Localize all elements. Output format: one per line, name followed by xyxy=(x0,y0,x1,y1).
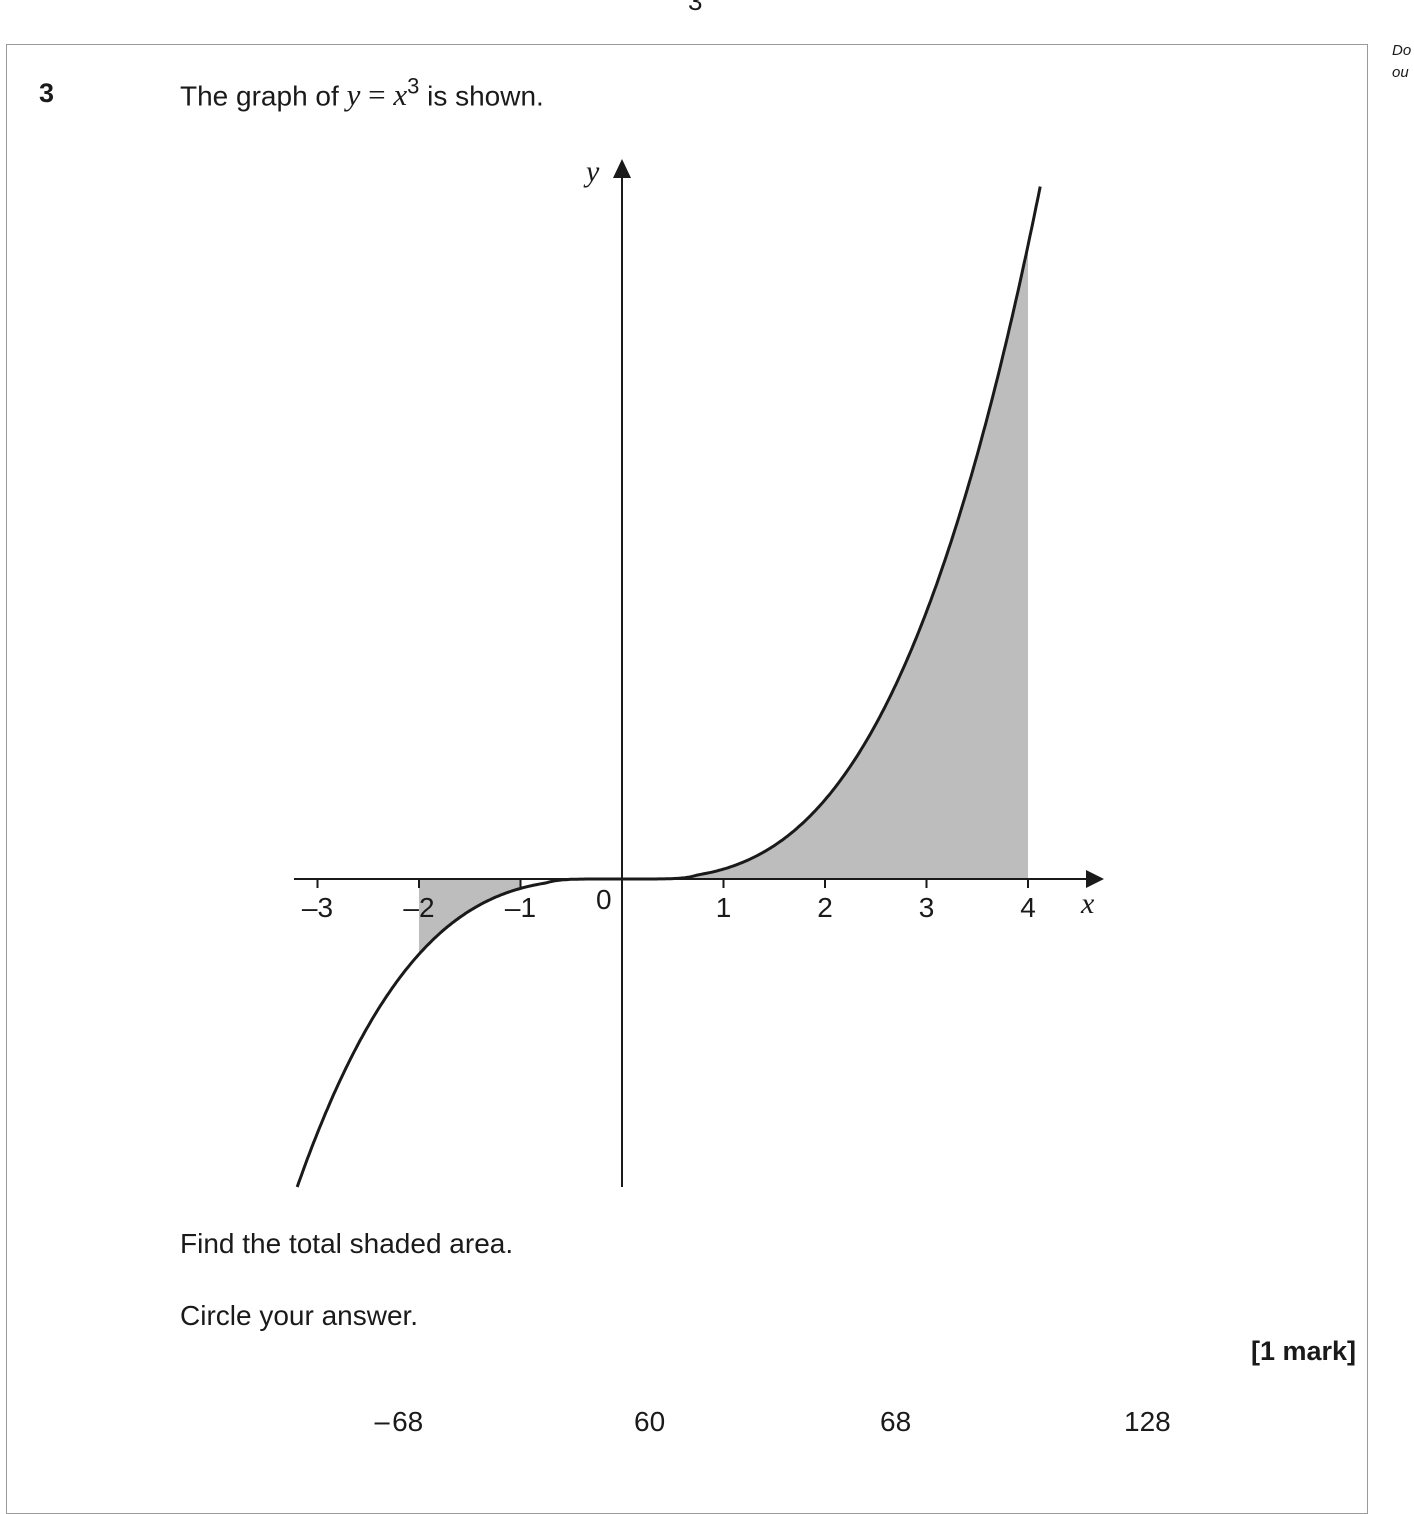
intro-before-text: The graph of xyxy=(180,80,347,112)
x-tick-label: –3 xyxy=(302,892,333,923)
axes: x y 0 xyxy=(294,155,1104,1187)
answer-option-3[interactable]: 68 xyxy=(880,1406,911,1438)
cubic-curve xyxy=(295,186,1042,1188)
prompt-circle-answer: Circle your answer. xyxy=(180,1300,419,1331)
option-2-value: 60 xyxy=(634,1406,666,1437)
option-1-sign: − xyxy=(372,1409,393,1437)
prompt-find-area: Find the total shaded area. xyxy=(180,1228,514,1259)
x-axis-label: x xyxy=(1080,887,1095,920)
answer-option-1[interactable]: −68 xyxy=(372,1406,423,1438)
question-number: 3 xyxy=(39,78,55,108)
page-number: 3 xyxy=(688,0,703,16)
x-axis-arrow xyxy=(1086,870,1104,888)
equation: y = x3 xyxy=(346,74,420,113)
shaded-regions xyxy=(419,245,1028,955)
y-axis-arrow xyxy=(613,159,631,178)
equation-equals: = xyxy=(360,77,394,113)
x-tick-label: 4 xyxy=(1020,892,1036,923)
equation-exponent: 3 xyxy=(407,74,420,99)
x-ticks: –3 –2 –1 1 2 3 4 xyxy=(302,879,1036,923)
y-axis-label: y xyxy=(583,155,600,188)
option-1-value: 68 xyxy=(392,1406,424,1437)
intro-after-text: is shown. xyxy=(427,80,544,112)
option-3-value: 68 xyxy=(880,1406,912,1437)
equation-lhs: y xyxy=(346,77,361,113)
shaded-region-2 xyxy=(622,245,1028,879)
x-tick-label: –2 xyxy=(403,892,434,923)
x-tick-label: 3 xyxy=(919,892,935,923)
origin-label: 0 xyxy=(596,884,612,915)
shaded-region-1 xyxy=(419,879,521,955)
x-tick-label: 2 xyxy=(817,892,833,923)
x-tick-label: 1 xyxy=(716,892,732,923)
equation-base: x xyxy=(393,77,408,113)
x-tick-label: –1 xyxy=(505,892,536,923)
margin-note: Do ou xyxy=(1392,42,1412,81)
question-intro: The graph of y = x3 is shown. xyxy=(180,74,544,113)
answer-option-4[interactable]: 128 xyxy=(1124,1406,1171,1438)
answer-option-2[interactable]: 60 xyxy=(634,1406,665,1438)
marks-label: [1 mark] xyxy=(1250,1336,1356,1366)
option-4-value: 128 xyxy=(1124,1406,1171,1437)
